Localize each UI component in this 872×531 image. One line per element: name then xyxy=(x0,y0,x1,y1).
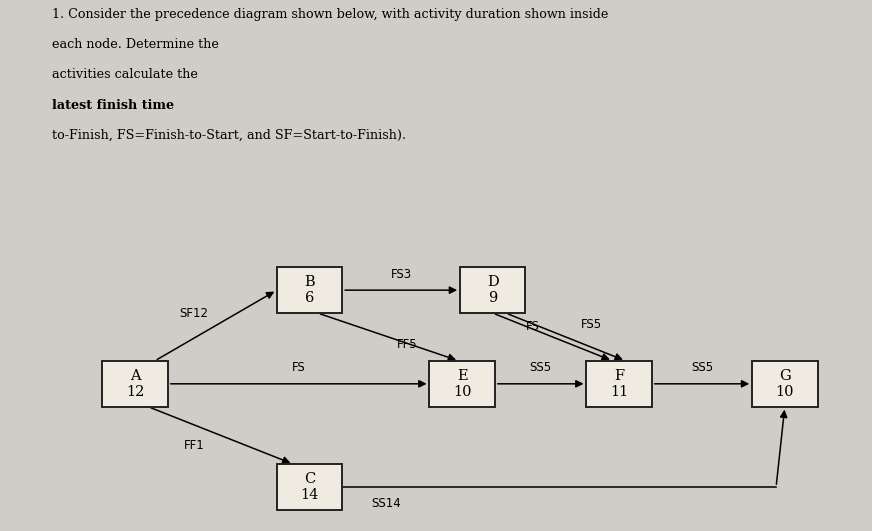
FancyBboxPatch shape xyxy=(586,361,651,407)
FancyBboxPatch shape xyxy=(276,267,342,313)
Text: FS3: FS3 xyxy=(391,268,412,280)
Text: FF1: FF1 xyxy=(184,439,205,452)
Text: latest finish time: latest finish time xyxy=(52,99,174,112)
Text: FF5: FF5 xyxy=(397,338,418,351)
Text: activities calculate the: activities calculate the xyxy=(52,68,202,81)
Text: E
10: E 10 xyxy=(453,369,472,399)
FancyBboxPatch shape xyxy=(460,267,525,313)
Text: SS5: SS5 xyxy=(691,361,713,374)
Text: B
6: B 6 xyxy=(304,275,315,305)
Text: SS5: SS5 xyxy=(529,361,552,374)
FancyBboxPatch shape xyxy=(276,464,342,510)
Text: F
11: F 11 xyxy=(610,369,628,399)
Text: SF12: SF12 xyxy=(180,307,208,320)
Text: to-Finish, FS=Finish-to-Start, and SF=Start-to-Finish).: to-Finish, FS=Finish-to-Start, and SF=St… xyxy=(52,129,406,142)
FancyBboxPatch shape xyxy=(430,361,495,407)
Text: 1. Consider the precedence diagram shown below, with activity duration shown ins: 1. Consider the precedence diagram shown… xyxy=(52,8,609,21)
Text: G
10: G 10 xyxy=(775,369,794,399)
FancyBboxPatch shape xyxy=(103,361,167,407)
Text: D
9: D 9 xyxy=(487,275,499,305)
Text: FS5: FS5 xyxy=(582,318,603,331)
Text: each node. Determine the: each node. Determine the xyxy=(52,38,223,51)
Text: C
14: C 14 xyxy=(300,472,319,502)
Text: SS14: SS14 xyxy=(371,496,401,510)
FancyBboxPatch shape xyxy=(752,361,818,407)
Text: FS: FS xyxy=(526,320,540,333)
Text: A
12: A 12 xyxy=(126,369,145,399)
Text: FS: FS xyxy=(292,361,305,374)
